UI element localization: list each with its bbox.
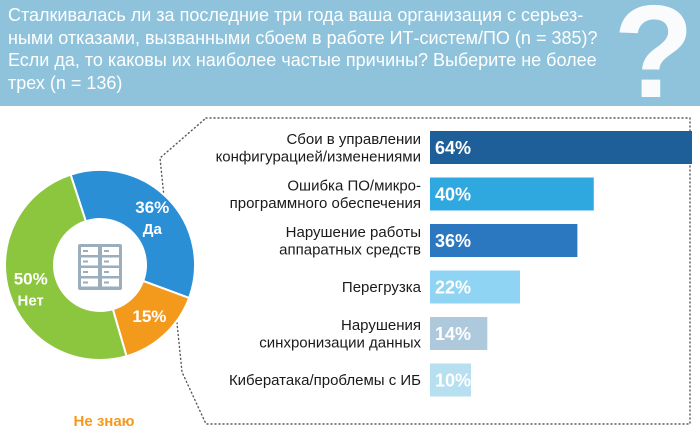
server-unit-slot (83, 271, 88, 273)
question-line: трех (n = 136) (8, 72, 123, 93)
slice-value-label: 15% (132, 307, 166, 326)
server-unit-slot (83, 260, 88, 263)
server-unit (102, 268, 119, 276)
server-unit (81, 247, 98, 255)
donut-slice (69, 169, 196, 300)
bar-category-label: Перегрузка (342, 279, 422, 296)
survey-question: Сталкивалась ли за последние три года ва… (8, 4, 650, 94)
server-unit-slot (104, 271, 109, 273)
callout-frame (159, 117, 691, 425)
bar-category-label: Кибератака/проблемы с ИБ (229, 372, 421, 389)
slice-value-label: 50% (14, 269, 48, 288)
slice-name-label: Не знаю (73, 413, 134, 430)
question-mark-icon: ? (613, 0, 694, 106)
server-unit (102, 278, 119, 287)
server-unit-slot (83, 281, 88, 284)
server-unit (102, 247, 119, 255)
server-unit-slot (104, 281, 109, 284)
question-line: Сталкивалась ли за последние три года ва… (8, 5, 584, 25)
bar-value-label: 14% (435, 324, 471, 344)
bar-category-label: синхронизации данных (259, 334, 421, 351)
server-unit (81, 257, 98, 266)
bar (430, 177, 594, 211)
donut-slice (3, 173, 128, 361)
bar-category-label: Ошибка ПО/микро- (287, 177, 421, 194)
bar (430, 224, 578, 257)
bar (430, 270, 521, 304)
server-unit-slot (104, 260, 109, 263)
question-banner: ? Сталкивалась ли за последние три года … (0, 0, 700, 106)
server-rack-icon (78, 244, 122, 290)
bar (430, 131, 692, 164)
question-line: Если да, то каковы их наиболее частые пр… (8, 50, 597, 70)
bar-value-label: 64% (435, 138, 471, 158)
server-unit (81, 278, 98, 287)
bar-category-label: конфигурацией/изменениями (216, 148, 421, 165)
bar-value-label: 40% (435, 185, 471, 205)
slice-name-label: Да (143, 221, 163, 238)
bar (430, 317, 488, 350)
question-line: ными отказами, вызванными сбоем в работе… (8, 27, 598, 48)
bar-value-label: 10% (435, 371, 471, 391)
bar-category-label: Сбои в управлении (286, 131, 421, 148)
bar-category-label: Нарушение работы (286, 224, 421, 241)
server-unit (81, 268, 98, 276)
bar-value-label: 36% (435, 231, 471, 251)
bar-category-label: Нарушения (341, 317, 421, 334)
bar (430, 363, 471, 397)
slice-name-label: Нет (18, 292, 44, 309)
server-unit-slot (104, 250, 109, 252)
slice-value-label: 36% (135, 198, 169, 217)
bar-category-label: программного обеспечения (230, 195, 421, 212)
bar-category-label: аппаратных средств (279, 241, 421, 258)
server-unit-slot (83, 250, 88, 252)
server-unit (102, 257, 119, 266)
bar-value-label: 22% (435, 278, 471, 298)
